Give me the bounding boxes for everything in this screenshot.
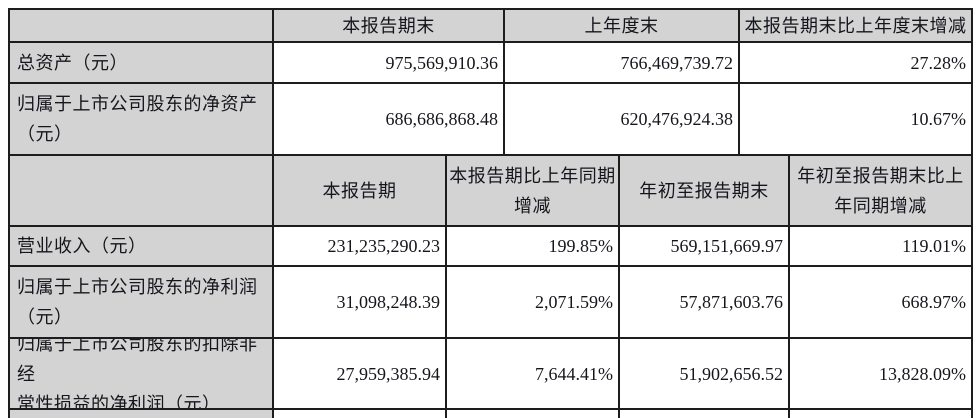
value-cell: 119.01% [790, 227, 973, 267]
value-cell [790, 410, 973, 418]
value-cell: 2,071.59% [447, 267, 620, 339]
financial-summary-table: 本报告期末 上年度末 本报告期末比上年度末增减 总资产（元） 975,569,9… [8, 8, 973, 418]
row-label-total-assets: 总资产（元） [8, 43, 274, 84]
value-cell [447, 410, 620, 418]
value-cell: 27.28% [740, 43, 973, 84]
value-cell: 57,871,603.76 [620, 267, 790, 339]
value-cell: 31,098,248.39 [274, 267, 447, 339]
table-row-total-assets: 总资产（元） 975,569,910.36 766,469,739.72 27.… [8, 43, 973, 84]
value-cell: 231,235,290.23 [274, 227, 447, 267]
table1-header-current-period-end: 本报告期末 [274, 8, 505, 43]
value-cell: 13,828.09% [790, 339, 973, 410]
value-cell: 686,686,868.48 [274, 84, 505, 156]
table-row-net-profit-excl-nonrecurring: 归属于上市公司股东的扣除非经 常性损益的净利润（元） 27,959,385.94… [8, 339, 973, 410]
table1-header-row: 本报告期末 上年度末 本报告期末比上年度末增减 [8, 8, 973, 43]
row-label-net-profit: 归属于上市公司股东的净利润 （元） [8, 267, 274, 339]
row-label-net-assets: 归属于上市公司股东的净资产 （元） [8, 84, 274, 156]
table-row-net-assets: 归属于上市公司股东的净资产 （元） 686,686,868.48 620,476… [8, 84, 973, 156]
table2-corner-cell [8, 156, 274, 227]
value-cell: 199.85% [447, 227, 620, 267]
value-cell: 7,644.41% [447, 339, 620, 410]
value-cell [274, 410, 447, 418]
row-label-cutoff [8, 410, 274, 418]
value-cell: 10.67% [740, 84, 973, 156]
value-cell: 51,902,656.52 [620, 339, 790, 410]
table1-corner-cell [8, 8, 274, 43]
value-cell: 766,469,739.72 [505, 43, 740, 84]
table-row-net-profit: 归属于上市公司股东的净利润 （元） 31,098,248.39 2,071.59… [8, 267, 973, 339]
table-row-cutoff [8, 410, 973, 418]
table2-header-ytd: 年初至报告期末 [620, 156, 790, 227]
table2-header-current-period: 本报告期 [274, 156, 447, 227]
value-cell: 668.97% [790, 267, 973, 339]
value-cell: 975,569,910.36 [274, 43, 505, 84]
row-label-net-profit-excl-nonrecurring: 归属于上市公司股东的扣除非经 常性损益的净利润（元） [8, 339, 274, 410]
table2-header-yoy-change: 本报告期比上年同期 增减 [447, 156, 620, 227]
table-row-operating-revenue: 营业收入（元） 231,235,290.23 199.85% 569,151,6… [8, 227, 973, 267]
table1-header-change: 本报告期末比上年度末增减 [740, 8, 973, 43]
row-label-operating-revenue: 营业收入（元） [8, 227, 274, 267]
table2-header-row: 本报告期 本报告期比上年同期 增减 年初至报告期末 年初至报告期末比上 年同期增… [8, 156, 973, 227]
value-cell [620, 410, 790, 418]
table1-header-prior-year-end: 上年度末 [505, 8, 740, 43]
table2-header-ytd-yoy-change: 年初至报告期末比上 年同期增减 [790, 156, 973, 227]
value-cell: 569,151,669.97 [620, 227, 790, 267]
value-cell: 620,476,924.38 [505, 84, 740, 156]
value-cell: 27,959,385.94 [274, 339, 447, 410]
